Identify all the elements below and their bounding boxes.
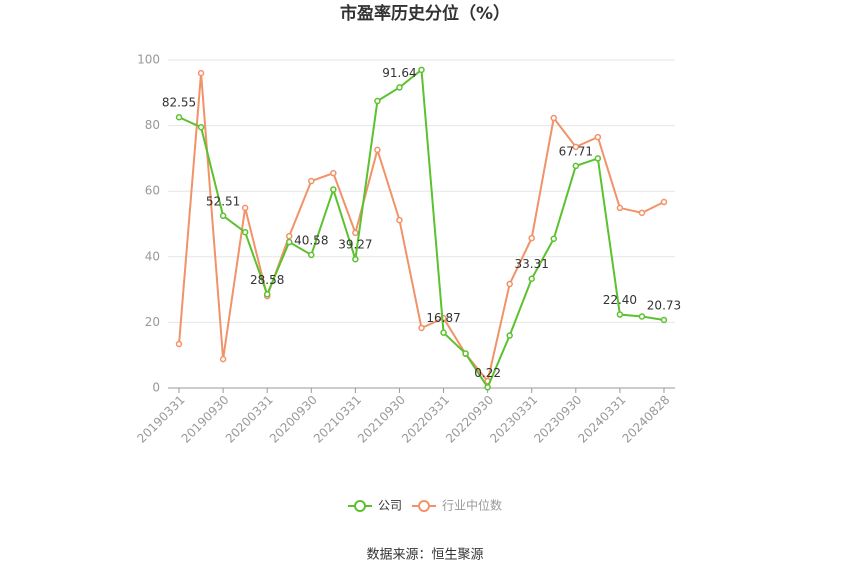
- data-point: [330, 186, 337, 193]
- data-point: [330, 169, 337, 177]
- data-label: 16.87: [426, 311, 460, 325]
- y-tick-label: 100: [137, 53, 160, 67]
- data-point: [484, 384, 491, 391]
- data-label: 20.73: [647, 299, 681, 313]
- data-label: 33.31: [515, 257, 549, 271]
- data-point: [285, 238, 293, 246]
- data-label: 52.51: [206, 194, 240, 208]
- y-tick-label: 80: [145, 118, 160, 132]
- data-label: 82.55: [162, 96, 196, 110]
- data-point: [175, 340, 183, 348]
- data-point: [241, 228, 249, 236]
- series-line: [178, 67, 665, 390]
- data-point: [440, 329, 447, 336]
- data-point: [374, 146, 381, 154]
- series-line: [178, 73, 665, 384]
- data-label: 67.71: [559, 144, 593, 158]
- data-point: [660, 316, 668, 324]
- data-label: 28.58: [250, 273, 284, 287]
- legend-label: 行业中位数: [442, 498, 502, 513]
- data-point: [528, 234, 535, 242]
- data-label: 39.27: [338, 238, 372, 252]
- data-point: [462, 350, 469, 357]
- y-tick-label: 40: [145, 249, 160, 263]
- data-point: [241, 204, 249, 212]
- data-point: [572, 143, 580, 151]
- legend-label: 公司: [378, 499, 402, 513]
- data-point: [219, 212, 227, 220]
- data-point: [263, 291, 271, 298]
- data-point: [594, 155, 602, 162]
- chart-title: 市盈率历史分位（%）: [340, 3, 510, 24]
- legend-marker: [418, 500, 430, 512]
- data-point: [396, 216, 403, 224]
- data-point: [285, 232, 293, 240]
- data-point: [197, 69, 205, 77]
- data-point: [418, 66, 425, 74]
- data-point: [528, 275, 535, 282]
- data-point: [638, 209, 646, 217]
- data-point: [506, 332, 513, 339]
- data-point: [594, 133, 602, 141]
- data-label: 91.64: [382, 66, 416, 80]
- legend-marker: [354, 500, 366, 512]
- data-point: [660, 198, 668, 206]
- data-point: [550, 114, 558, 122]
- data-point: [219, 355, 227, 363]
- data-point: [175, 113, 183, 121]
- data-point: [506, 280, 513, 288]
- data-label: 0.22: [474, 366, 501, 380]
- data-point: [308, 177, 315, 185]
- y-tick-label: 20: [145, 315, 160, 329]
- data-point: [352, 229, 359, 237]
- data-label: 40.58: [294, 233, 328, 247]
- data-point: [616, 311, 624, 318]
- y-tick-label: 60: [145, 184, 160, 198]
- data-point: [308, 251, 315, 259]
- data-point: [374, 97, 381, 105]
- y-tick-label: 0: [152, 381, 160, 395]
- data-point: [616, 204, 624, 212]
- data-point: [197, 123, 205, 131]
- data-point: [352, 255, 359, 263]
- data-label: 22.40: [603, 293, 637, 307]
- data-point: [638, 313, 646, 320]
- source: 数据来源：恒生聚源: [366, 548, 483, 563]
- x-tick-label: 20240828: [619, 393, 672, 446]
- data-point: [418, 324, 425, 332]
- data-point: [550, 235, 558, 243]
- data-point: [572, 162, 580, 170]
- data-point: [396, 84, 403, 91]
